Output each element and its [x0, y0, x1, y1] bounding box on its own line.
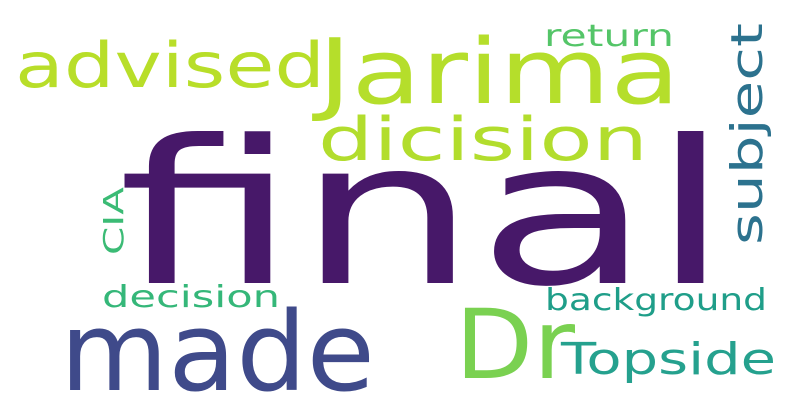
word-final: final [118, 98, 730, 331]
word-dr: Dr [455, 289, 576, 401]
word-advised: advised [15, 29, 325, 102]
word-made: made [60, 288, 375, 405]
word-cia: CIA [97, 187, 130, 255]
word-subject: subject [722, 23, 773, 245]
word-topside: Topside [560, 334, 776, 385]
word-jarima: Jarima [312, 20, 680, 125]
word-return: return [544, 19, 674, 54]
word-background: background [545, 283, 767, 318]
word-dicision: dicision [318, 105, 648, 175]
word-decision: decision [102, 280, 280, 315]
